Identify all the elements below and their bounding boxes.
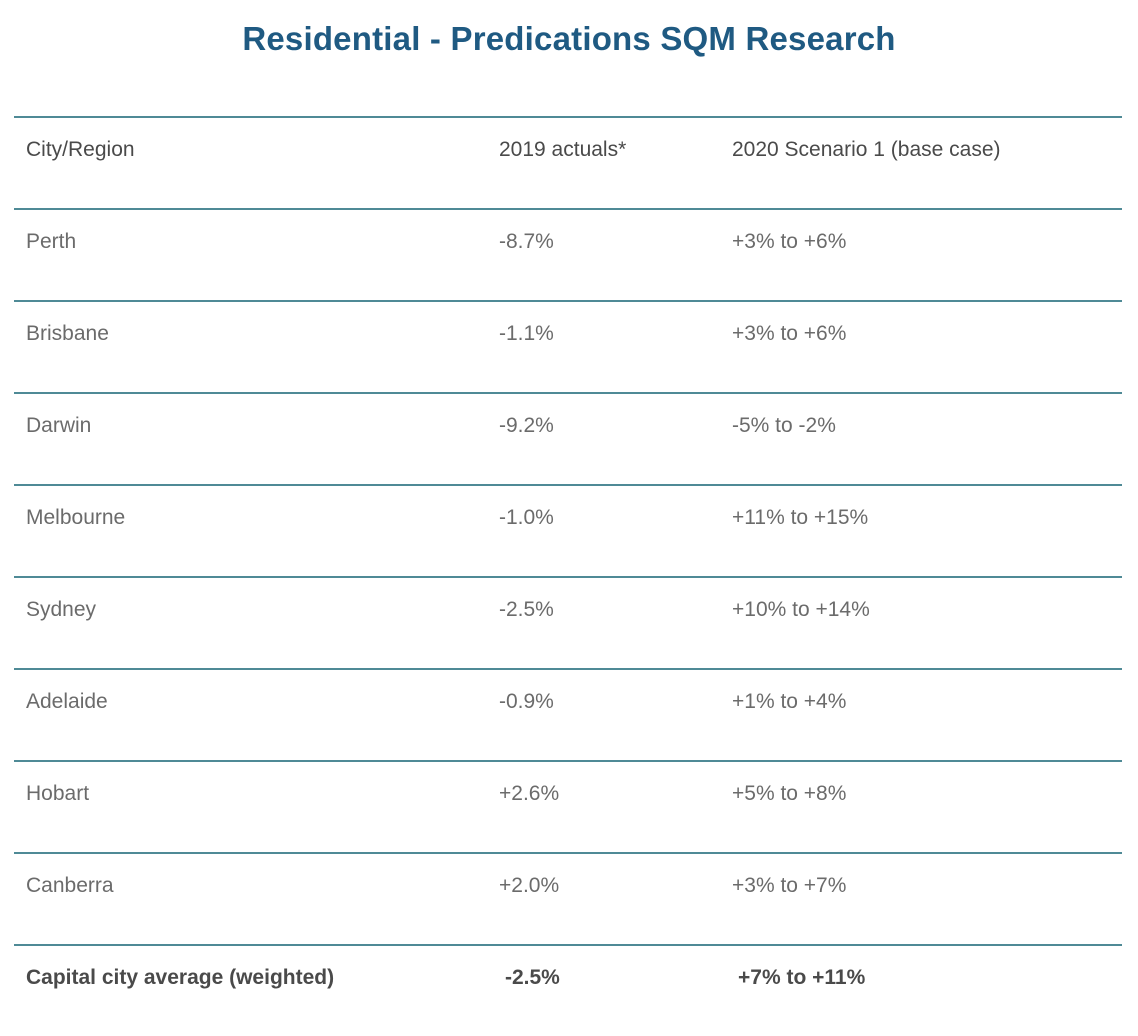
cell-city: Darwin bbox=[26, 414, 92, 437]
cell-city: Perth bbox=[26, 230, 77, 253]
cell-city: Sydney bbox=[26, 598, 97, 621]
table-row: Perth -8.7% +3% to +6% bbox=[14, 208, 1122, 300]
table-row: Hobart +2.6% +5% to +8% bbox=[14, 760, 1122, 852]
table-row: Canberra +2.0% +3% to +7% bbox=[14, 852, 1122, 944]
cell-2019: -9.2% bbox=[499, 414, 554, 437]
footer-2019: -2.5% bbox=[505, 966, 560, 989]
cell-2019: -2.5% bbox=[499, 598, 554, 621]
cell-2020: +3% to +6% bbox=[732, 322, 847, 345]
cell-2020: +10% to +14% bbox=[732, 598, 870, 621]
table-row: Adelaide -0.9% +1% to +4% bbox=[14, 668, 1122, 760]
table-footer-row: Capital city average (weighted) -2.5% +7… bbox=[14, 944, 1122, 1036]
cell-2019: +2.6% bbox=[499, 782, 560, 805]
cell-city: Adelaide bbox=[26, 690, 108, 713]
table-header-row: City/Region 2019 actuals* 2020 Scenario … bbox=[14, 116, 1122, 208]
cell-2020: +3% to +7% bbox=[732, 874, 847, 897]
cell-2020: +1% to +4% bbox=[732, 690, 847, 713]
cell-2020: +5% to +8% bbox=[732, 782, 847, 805]
footer-2020: +7% to +11% bbox=[738, 966, 866, 989]
cell-city: Canberra bbox=[26, 874, 114, 897]
page-title: Residential - Predications SQM Research bbox=[242, 20, 896, 57]
cell-2020: +3% to +6% bbox=[732, 230, 847, 253]
cell-city: Melbourne bbox=[26, 506, 126, 529]
cell-city: Brisbane bbox=[26, 322, 109, 345]
table-row: Brisbane -1.1% +3% to +6% bbox=[14, 300, 1122, 392]
table-row: Sydney -2.5% +10% to +14% bbox=[14, 576, 1122, 668]
table-row: Darwin -9.2% -5% to -2% bbox=[14, 392, 1122, 484]
cell-2020: -5% to -2% bbox=[732, 414, 836, 437]
cell-2019: -8.7% bbox=[499, 230, 554, 253]
header-2019-actuals: 2019 actuals* bbox=[499, 138, 627, 161]
cell-2019: +2.0% bbox=[499, 874, 560, 897]
cell-2019: -1.0% bbox=[499, 506, 554, 529]
header-2020-scenario: 2020 Scenario 1 (base case) bbox=[732, 138, 1001, 161]
cell-2019: -1.1% bbox=[499, 322, 554, 345]
table-row: Melbourne -1.0% +11% to +15% bbox=[14, 484, 1122, 576]
cell-2020: +11% to +15% bbox=[732, 506, 869, 529]
footer-label: Capital city average (weighted) bbox=[26, 966, 335, 989]
header-city-region: City/Region bbox=[26, 138, 135, 161]
cell-city: Hobart bbox=[26, 782, 90, 805]
predictions-table: City/Region 2019 actuals* 2020 Scenario … bbox=[14, 116, 1122, 1036]
cell-2019: -0.9% bbox=[499, 690, 554, 713]
